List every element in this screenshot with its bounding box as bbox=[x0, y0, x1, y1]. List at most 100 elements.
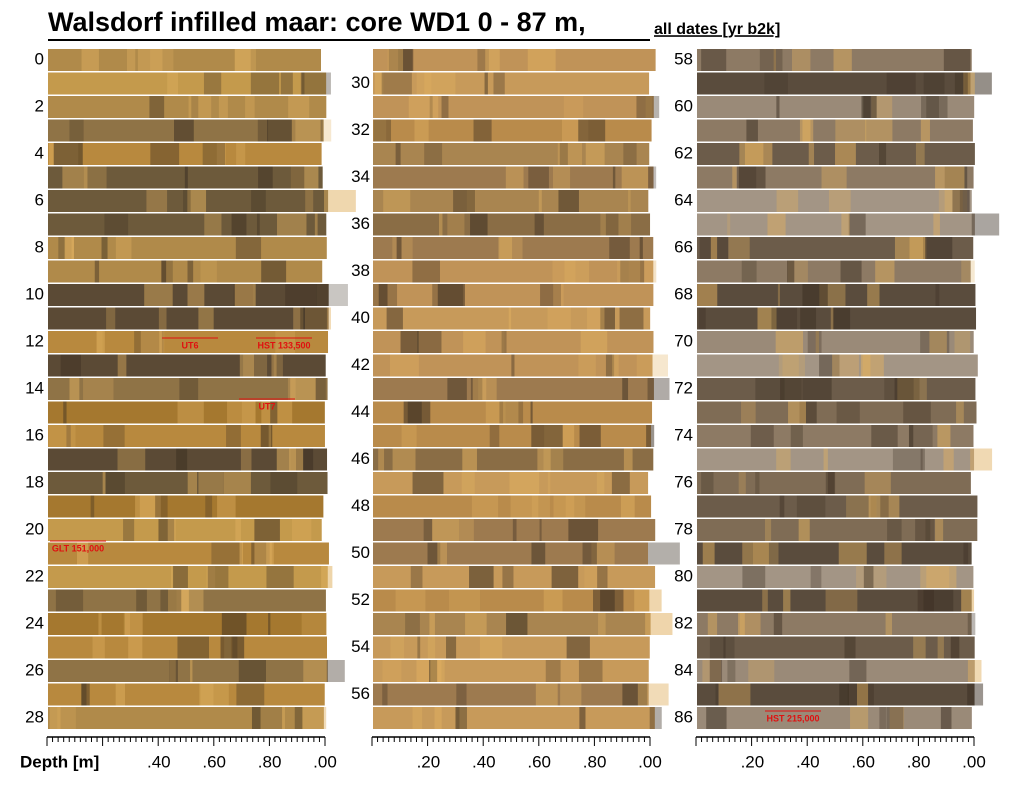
core-texture bbox=[231, 213, 247, 236]
scale-label: .60 bbox=[851, 752, 875, 771]
core-texture bbox=[104, 213, 129, 236]
core-texture bbox=[776, 96, 780, 118]
depth-label: 74 bbox=[674, 425, 693, 444]
core-texture bbox=[158, 307, 167, 330]
core-texture bbox=[58, 237, 65, 259]
core-strip bbox=[373, 49, 656, 71]
core-texture bbox=[223, 472, 251, 494]
core-strip bbox=[697, 707, 972, 729]
core-texture bbox=[566, 636, 590, 659]
core-texture bbox=[909, 425, 933, 447]
core-texture bbox=[697, 284, 718, 306]
core-texture bbox=[762, 589, 768, 612]
core-texture bbox=[746, 119, 758, 142]
core-texture bbox=[511, 354, 515, 377]
core-texture bbox=[170, 566, 174, 588]
core-texture bbox=[908, 425, 914, 447]
core-texture bbox=[920, 448, 925, 471]
core-texture bbox=[547, 307, 571, 330]
core-texture bbox=[648, 542, 680, 565]
core-texture bbox=[742, 566, 766, 588]
core-texture bbox=[373, 119, 392, 142]
core-texture bbox=[314, 213, 318, 236]
core-texture bbox=[382, 683, 388, 706]
depth-label: 62 bbox=[674, 143, 693, 162]
core-texture bbox=[405, 613, 420, 635]
core-texture bbox=[258, 166, 273, 189]
core-texture bbox=[169, 660, 176, 682]
core-strip bbox=[697, 472, 971, 494]
core-texture bbox=[200, 260, 217, 283]
core-texture bbox=[894, 378, 920, 400]
core-texture bbox=[860, 354, 871, 377]
core-strip bbox=[373, 284, 654, 306]
core-texture bbox=[168, 589, 189, 612]
core-texture bbox=[560, 683, 582, 706]
core-texture bbox=[271, 354, 277, 377]
core-texture bbox=[417, 331, 442, 353]
core-texture bbox=[458, 519, 474, 541]
core-texture bbox=[205, 495, 213, 518]
core-texture bbox=[63, 401, 67, 424]
core-texture bbox=[909, 237, 926, 259]
core-texture bbox=[709, 636, 735, 659]
core-strip bbox=[373, 636, 650, 659]
core-texture bbox=[257, 119, 269, 142]
core-texture bbox=[149, 96, 165, 118]
core-strip bbox=[48, 472, 328, 494]
core-texture bbox=[967, 613, 976, 635]
core-texture bbox=[698, 307, 706, 330]
core-texture bbox=[637, 683, 669, 706]
core-texture bbox=[254, 519, 280, 541]
core-texture bbox=[739, 613, 761, 635]
core-texture bbox=[251, 542, 270, 565]
core-texture bbox=[954, 331, 971, 353]
core-texture bbox=[94, 260, 100, 283]
core-texture bbox=[234, 49, 251, 71]
core-texture bbox=[427, 542, 441, 565]
depth-label: 40 bbox=[351, 308, 370, 327]
core-texture bbox=[81, 49, 99, 71]
core-texture bbox=[777, 284, 781, 306]
core-texture bbox=[864, 472, 891, 494]
core-texture bbox=[886, 72, 916, 95]
core-texture bbox=[742, 542, 769, 565]
core-texture bbox=[322, 119, 332, 142]
core-texture bbox=[53, 143, 83, 165]
core-texture bbox=[647, 378, 670, 400]
core-texture bbox=[755, 378, 785, 400]
core-texture bbox=[815, 331, 819, 353]
core-strip bbox=[697, 401, 977, 424]
core-texture bbox=[429, 613, 435, 635]
core-strip bbox=[697, 425, 974, 447]
core-strip bbox=[48, 307, 329, 330]
core-texture bbox=[390, 636, 405, 659]
core-texture bbox=[150, 143, 180, 165]
core-texture bbox=[267, 119, 296, 142]
core-texture bbox=[545, 660, 561, 682]
core-texture bbox=[827, 472, 835, 494]
core-texture bbox=[612, 354, 619, 377]
core-texture bbox=[553, 495, 575, 518]
core-texture bbox=[96, 331, 105, 353]
core-strip bbox=[697, 119, 973, 142]
core-strip bbox=[48, 660, 328, 682]
core-texture bbox=[622, 683, 647, 706]
core-texture bbox=[503, 401, 519, 424]
core-texture bbox=[489, 425, 500, 447]
core-texture bbox=[57, 707, 76, 729]
core-texture bbox=[609, 237, 630, 259]
core-strip bbox=[48, 636, 327, 659]
core-strip bbox=[373, 96, 654, 118]
core-texture bbox=[81, 683, 87, 706]
scale-label: .60 bbox=[202, 752, 226, 771]
core-texture bbox=[187, 190, 207, 212]
core-texture bbox=[176, 589, 204, 612]
core-texture bbox=[840, 260, 862, 283]
depth-label: 56 bbox=[351, 684, 370, 703]
core-texture bbox=[783, 589, 791, 612]
core-texture bbox=[565, 495, 586, 518]
core-texture bbox=[270, 401, 278, 424]
core-strip bbox=[373, 213, 651, 236]
core-texture bbox=[251, 707, 283, 729]
